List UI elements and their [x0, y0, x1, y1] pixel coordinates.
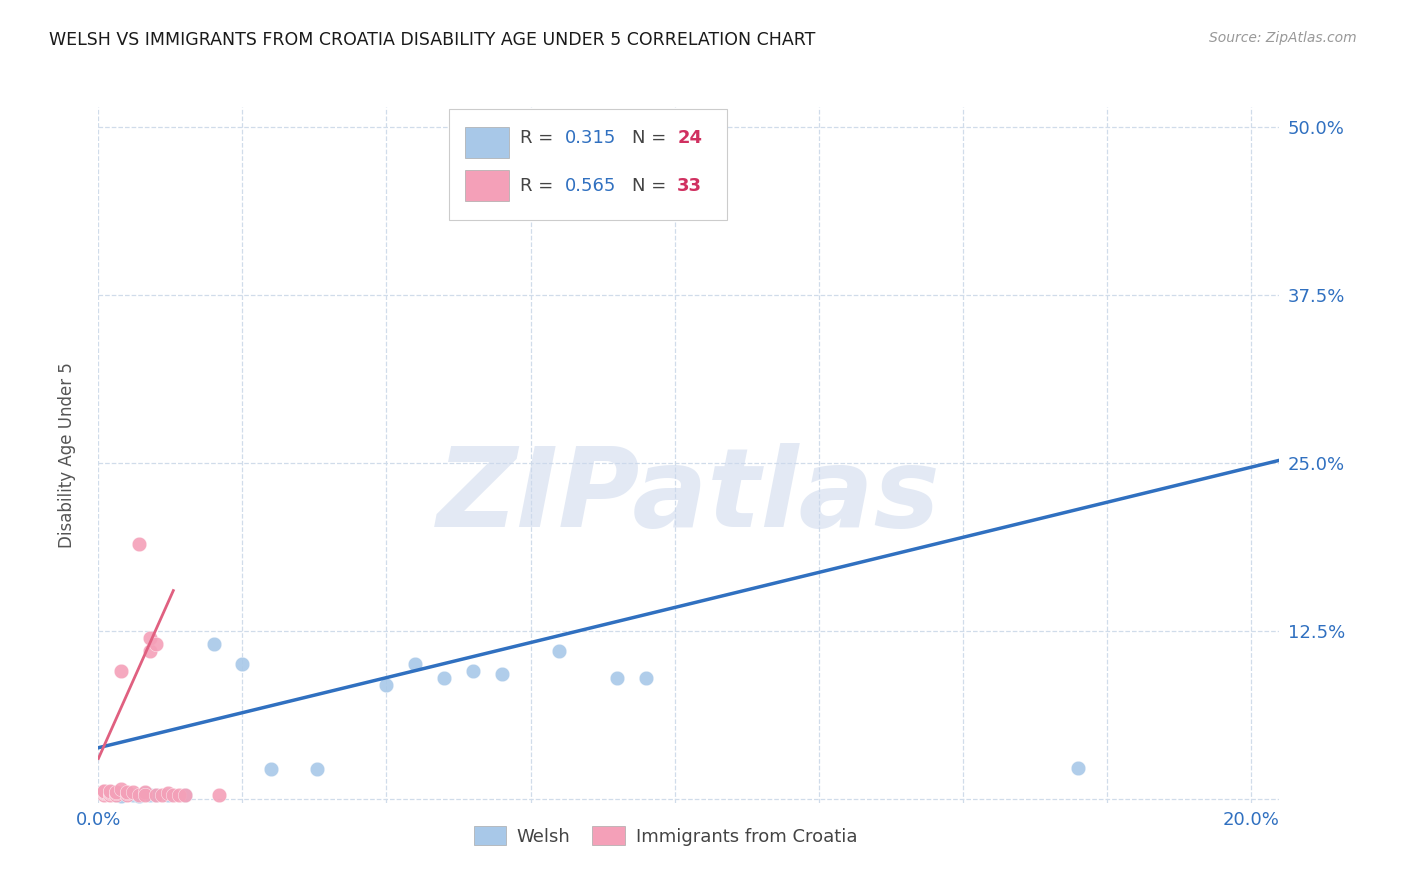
Point	[150, 788, 173, 802]
Point	[1067, 761, 1090, 775]
Point	[98, 783, 121, 797]
Text: N =: N =	[633, 129, 672, 147]
Point	[104, 785, 127, 799]
Point	[173, 788, 195, 802]
Point	[167, 788, 190, 802]
Point	[98, 786, 121, 800]
Point	[606, 671, 628, 685]
Text: Source: ZipAtlas.com: Source: ZipAtlas.com	[1209, 31, 1357, 45]
Point	[404, 657, 426, 672]
Point	[461, 664, 484, 678]
Point	[122, 785, 145, 799]
Point	[93, 788, 115, 802]
FancyBboxPatch shape	[464, 169, 509, 201]
Point	[128, 788, 150, 802]
Point	[98, 788, 121, 802]
Point	[145, 637, 167, 651]
Text: 24: 24	[678, 129, 702, 147]
Point	[134, 788, 156, 802]
Text: R =: R =	[520, 177, 560, 194]
Point	[134, 785, 156, 799]
Point	[98, 785, 121, 799]
Text: 0.315: 0.315	[565, 129, 616, 147]
Point	[156, 788, 179, 802]
Point	[134, 786, 156, 800]
Point	[307, 762, 329, 776]
Text: ZIPatlas: ZIPatlas	[437, 443, 941, 550]
FancyBboxPatch shape	[449, 109, 727, 220]
Point	[128, 536, 150, 550]
Point	[491, 666, 513, 681]
Point	[93, 785, 115, 799]
Point	[93, 785, 115, 799]
FancyBboxPatch shape	[464, 127, 509, 158]
Point	[110, 664, 132, 678]
Point	[104, 786, 127, 800]
Point	[173, 788, 195, 802]
Text: R =: R =	[520, 129, 560, 147]
Point	[122, 788, 145, 802]
Point	[115, 785, 138, 799]
Text: 33: 33	[678, 177, 702, 194]
Point	[433, 671, 456, 685]
Point	[110, 782, 132, 797]
Point	[231, 657, 253, 672]
Y-axis label: Disability Age Under 5: Disability Age Under 5	[58, 362, 76, 548]
Point	[115, 786, 138, 800]
Point	[128, 789, 150, 803]
Point	[634, 671, 657, 685]
Point	[208, 788, 231, 802]
Point	[139, 631, 162, 645]
Point	[98, 786, 121, 800]
Point	[104, 788, 127, 802]
Point	[375, 677, 398, 691]
Point	[162, 788, 184, 802]
Point	[139, 644, 162, 658]
Point	[115, 786, 138, 800]
Text: 0.565: 0.565	[565, 177, 616, 194]
Point	[115, 788, 138, 802]
Point	[202, 637, 225, 651]
Point	[93, 783, 115, 797]
Point	[104, 788, 127, 802]
Point	[93, 786, 115, 800]
Point	[139, 788, 162, 802]
Point	[260, 762, 283, 776]
Point	[93, 783, 115, 797]
Text: WELSH VS IMMIGRANTS FROM CROATIA DISABILITY AGE UNDER 5 CORRELATION CHART: WELSH VS IMMIGRANTS FROM CROATIA DISABIL…	[49, 31, 815, 49]
Point	[110, 789, 132, 803]
Point	[548, 644, 571, 658]
Text: N =: N =	[633, 177, 672, 194]
Point	[145, 788, 167, 802]
Point	[145, 788, 167, 802]
Point	[156, 786, 179, 800]
Legend: Welsh, Immigrants from Croatia: Welsh, Immigrants from Croatia	[467, 819, 865, 853]
